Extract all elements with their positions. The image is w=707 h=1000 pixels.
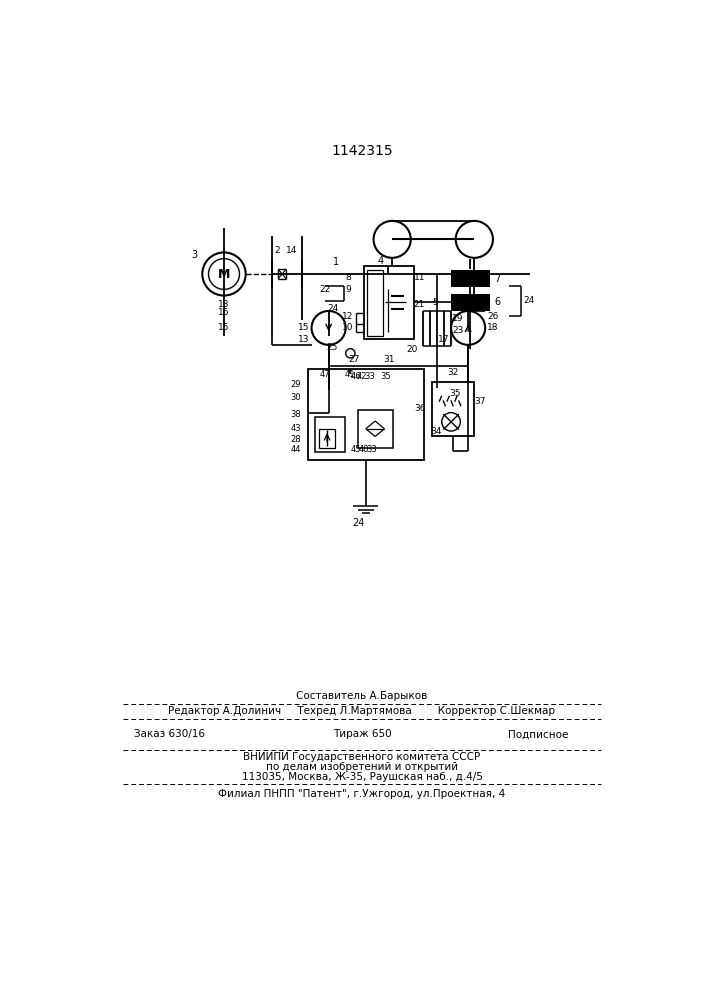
Text: 27: 27 <box>349 355 360 364</box>
Text: 6: 6 <box>494 297 501 307</box>
Text: Тираж 650: Тираж 650 <box>332 729 391 739</box>
Text: 21: 21 <box>414 300 425 309</box>
Text: 2: 2 <box>274 246 279 255</box>
Bar <box>308 369 424 460</box>
Text: 36: 36 <box>414 404 426 413</box>
Text: 24: 24 <box>523 296 534 305</box>
Text: 44: 44 <box>291 445 301 454</box>
Text: 7: 7 <box>494 274 501 284</box>
Text: 33: 33 <box>364 372 375 381</box>
Text: 35: 35 <box>380 372 390 381</box>
Text: 12: 12 <box>342 312 354 321</box>
Bar <box>451 294 490 311</box>
Bar <box>451 270 490 287</box>
Text: 1142315: 1142315 <box>331 144 393 158</box>
Text: 15: 15 <box>218 323 230 332</box>
Text: 24: 24 <box>327 304 338 313</box>
Text: 41: 41 <box>345 370 356 379</box>
Text: 46: 46 <box>351 372 361 381</box>
Text: 9: 9 <box>345 285 351 294</box>
Text: 4: 4 <box>378 256 384 266</box>
Bar <box>363 266 414 339</box>
Text: 18: 18 <box>487 323 498 332</box>
Text: 29: 29 <box>291 380 301 389</box>
Bar <box>432 382 474 436</box>
Text: 26: 26 <box>487 312 498 321</box>
Text: 24: 24 <box>352 518 364 528</box>
Text: 32: 32 <box>447 368 458 377</box>
Text: M: M <box>218 267 230 280</box>
Text: 13: 13 <box>218 300 230 309</box>
Text: 15: 15 <box>298 323 310 332</box>
Text: Заказ 630/16: Заказ 630/16 <box>134 729 205 739</box>
Text: 20: 20 <box>406 345 417 354</box>
Text: 17: 17 <box>438 335 449 344</box>
Text: 38: 38 <box>291 410 301 419</box>
Text: 23: 23 <box>452 326 464 335</box>
Text: 30: 30 <box>291 393 301 402</box>
Text: Филиал ПНПП "Патент", г.Ужгород, ул.Проектная, 4: Филиал ПНПП "Патент", г.Ужгород, ул.Прое… <box>218 789 506 799</box>
Text: 19: 19 <box>452 314 464 323</box>
Text: 13: 13 <box>298 335 310 344</box>
Text: 31: 31 <box>383 355 395 364</box>
Text: 47: 47 <box>320 370 330 379</box>
Text: 43: 43 <box>291 424 301 433</box>
Text: 14: 14 <box>286 246 297 255</box>
Text: ВНИИПИ Государственного комитета СССР: ВНИИПИ Государственного комитета СССР <box>243 752 481 762</box>
Text: 1: 1 <box>333 257 339 267</box>
Text: 11: 11 <box>414 273 425 282</box>
Text: 34: 34 <box>430 427 441 436</box>
Bar <box>315 417 345 452</box>
Text: по делам изобретений и открытий: по делам изобретений и открытий <box>266 762 458 772</box>
Bar <box>320 429 335 448</box>
Text: Редактор А.Долинич     Техред Л.Мартямова        Корректор С.Шекмар: Редактор А.Долинич Техред Л.Мартямова Ко… <box>168 706 556 716</box>
Text: 3: 3 <box>192 250 198 260</box>
Text: 37: 37 <box>475 397 486 406</box>
Text: 42: 42 <box>357 372 367 381</box>
Text: 40: 40 <box>359 445 370 454</box>
Text: 22: 22 <box>319 285 330 294</box>
Text: 113035, Москва, Ж-35, Раушская наб., д.4/5: 113035, Москва, Ж-35, Раушская наб., д.4… <box>242 772 482 782</box>
Text: Составитель А.Барыков: Составитель А.Барыков <box>296 691 428 701</box>
Text: 28: 28 <box>291 435 301 444</box>
Bar <box>358 410 393 448</box>
Bar <box>368 270 383 336</box>
Text: Подписное: Подписное <box>508 729 568 739</box>
Text: 33: 33 <box>367 445 378 454</box>
Text: 16: 16 <box>218 308 230 317</box>
Text: 35: 35 <box>449 389 461 398</box>
Text: 10: 10 <box>342 323 354 332</box>
Text: 8: 8 <box>345 273 351 282</box>
Text: 25: 25 <box>327 343 338 352</box>
Text: 45: 45 <box>351 445 361 454</box>
Text: 5: 5 <box>433 298 438 307</box>
